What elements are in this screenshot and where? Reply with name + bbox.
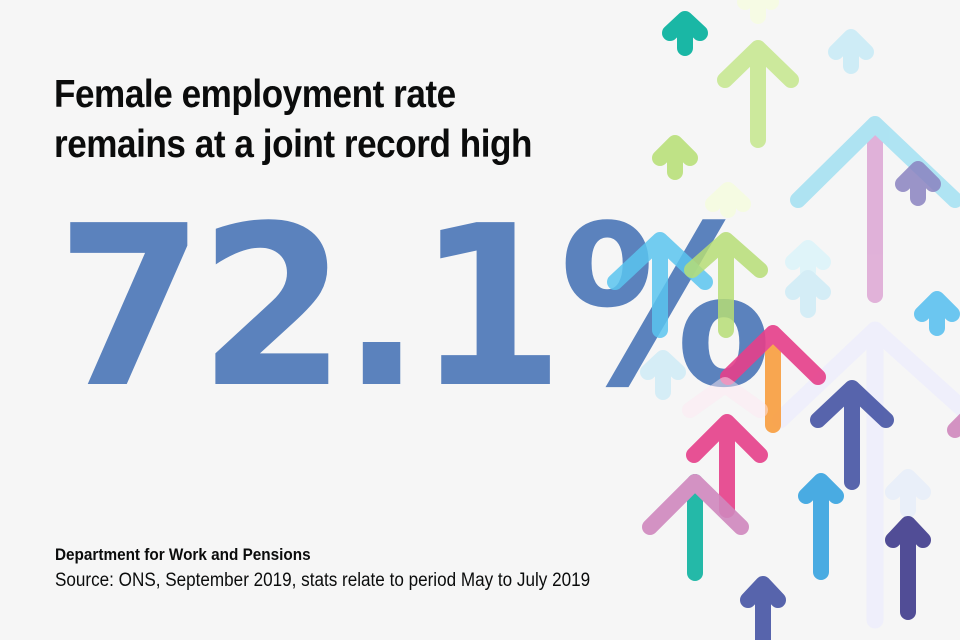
- headline-line-1: Female employment rate: [54, 73, 456, 116]
- arrow-up-icon: [810, 380, 894, 490]
- headline-line-2-emphasis: joint record high: [262, 123, 533, 166]
- arrow-up-icon: [771, 321, 960, 629]
- arrow-up-icon: [642, 474, 749, 581]
- headline-line-2-normal: remains at a: [54, 123, 254, 166]
- arrow-up-icon: [885, 469, 931, 518]
- arrow-up-icon: [717, 40, 799, 148]
- source-note: Source: ONS, September 2019, stats relat…: [55, 570, 591, 591]
- arrow-up-icon: [798, 473, 844, 580]
- arrow-up-icon: [662, 11, 708, 56]
- arrow-up-icon: [652, 135, 698, 180]
- arrow-up-icon: [790, 116, 960, 303]
- arrow-up-icon: [740, 576, 786, 640]
- headline-line-2: remains at a joint record high: [54, 120, 532, 170]
- arrow-up-icon: [947, 413, 960, 438]
- stat-value: 72.1%: [56, 179, 772, 437]
- arrow-up-icon: [885, 516, 931, 620]
- arrow-up-icon: [914, 291, 960, 336]
- arrow-up-icon: [828, 29, 874, 74]
- organisation-name: Department for Work and Pensions: [55, 545, 311, 564]
- headline: Female employment rate remains at a join…: [54, 70, 532, 170]
- arrow-up-icon: [895, 161, 941, 206]
